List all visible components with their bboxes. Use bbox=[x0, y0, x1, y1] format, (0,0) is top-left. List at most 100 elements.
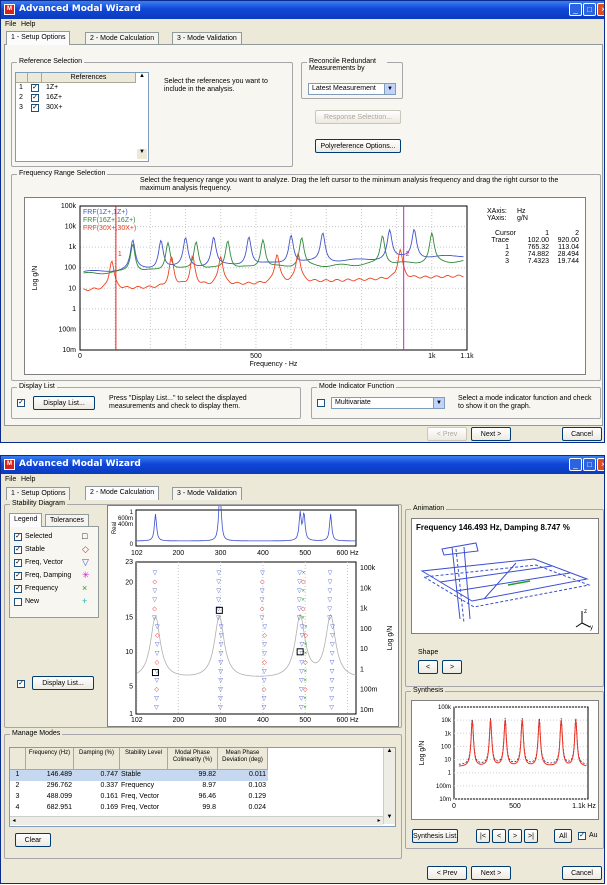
modes-table[interactable]: Frequency (Hz) Damping (%) Stability Level… bbox=[9, 747, 396, 827]
table-column-header[interactable]: Stability Level bbox=[120, 748, 168, 770]
grid-scroll-up-icon[interactable]: ▲ bbox=[139, 73, 145, 79]
polyreference-options-button[interactable]: Polyreference Options... bbox=[315, 139, 401, 153]
ref-row-name[interactable]: 16Z+ bbox=[46, 94, 63, 101]
stability-marker: × bbox=[301, 615, 305, 621]
close-icon[interactable]: × bbox=[597, 458, 604, 471]
subtab-legend[interactable]: Legend bbox=[9, 513, 43, 527]
synthesis-last-button[interactable]: >| bbox=[524, 829, 538, 843]
synthesis-prev-button[interactable]: < bbox=[492, 829, 506, 843]
display-list-button[interactable]: Display List... bbox=[33, 396, 95, 410]
stability-y-tick-label: 10 bbox=[125, 649, 133, 656]
synthesis-next-button[interactable]: > bbox=[508, 829, 522, 843]
stability-marker: ▽ bbox=[300, 624, 305, 630]
scroll-left-icon[interactable]: ◂ bbox=[12, 818, 16, 824]
menu-file[interactable]: File bbox=[5, 21, 17, 28]
tab-mode-validation[interactable]: 3 - Mode Validation bbox=[172, 487, 242, 500]
table-row[interactable]: 3 488.099 0.161 Freq, Vector 96.46 0.129 bbox=[10, 792, 268, 803]
references-grid[interactable]: References ▲ ▼ 1 ✓ 1Z+ 2 ✓ 16Z+ 3 ✓ 30X+ bbox=[15, 72, 149, 162]
table-cell-num: 3 bbox=[15, 793, 20, 800]
reconcile-dropdown[interactable]: Latest Measurement ▼ bbox=[308, 83, 396, 95]
minimize-icon[interactable]: _ bbox=[569, 458, 582, 471]
table-row[interactable]: 4 682.951 0.169 Freq, Vector 99.8 0.024 bbox=[10, 803, 268, 814]
table-column-header[interactable]: Damping (%) bbox=[74, 748, 120, 770]
stability-marker: ▽ bbox=[155, 651, 160, 657]
synthesis-chart[interactable]: 100k 10k 1k 100 10 1 100m 10m Log g/N 0 500 1.1k Hz bbox=[412, 701, 598, 819]
tab-setup-options[interactable]: 1 - Setup Options bbox=[6, 31, 71, 45]
ref-row-checkbox[interactable]: ✓ bbox=[31, 84, 39, 92]
next-button[interactable]: Next > bbox=[471, 866, 511, 880]
stability-plot-area[interactable]: 1 600m 400m 0 Real 102 200 300 400 500 600 Hz 23 20 1… bbox=[107, 505, 399, 727]
prev-button[interactable]: < Prev bbox=[427, 866, 467, 880]
x-tick-label: 0 bbox=[78, 353, 82, 360]
scroll-down-icon[interactable]: ▼ bbox=[386, 814, 393, 820]
ref-row-checkbox[interactable]: ✓ bbox=[31, 94, 39, 102]
synthesis-plot-area[interactable]: 100k 10k 1k 100 10 1 100m 10m Log g/N 0 500 1.1k Hz bbox=[411, 700, 599, 820]
legend-checkbox[interactable]: ✓ bbox=[14, 546, 22, 554]
response-selection-button[interactable]: Response Selection... bbox=[315, 110, 401, 124]
menu-help[interactable]: Help bbox=[21, 21, 36, 28]
cancel-button[interactable]: Cancel bbox=[562, 427, 602, 441]
shape-prev-button[interactable]: < bbox=[418, 660, 438, 674]
ref-row-name[interactable]: 30X+ bbox=[46, 104, 63, 111]
stability-display-list-checkbox[interactable]: ✓ bbox=[17, 680, 25, 688]
legend-symbol-icon: ▽ bbox=[82, 557, 89, 567]
table-column-header[interactable]: Modal Phase Colinearity (%) bbox=[168, 748, 218, 770]
menu-help[interactable]: Help bbox=[21, 476, 36, 483]
axis-triad-icon bbox=[575, 611, 591, 628]
table-cell-num: 4 bbox=[15, 804, 20, 811]
prev-button[interactable]: < Prev bbox=[427, 427, 467, 441]
stability-x-tick-label: 200 bbox=[172, 717, 184, 724]
minimize-icon[interactable]: _ bbox=[569, 3, 582, 16]
tab-mode-calculation[interactable]: 2 - Mode Calculation bbox=[85, 32, 160, 45]
display-list-checkbox[interactable]: ✓ bbox=[17, 399, 25, 407]
tab-mode-validation[interactable]: 3 - Mode Validation bbox=[172, 32, 242, 45]
synthesis-list-button[interactable]: Synthesis List... bbox=[412, 829, 458, 843]
clear-button[interactable]: Clear bbox=[15, 833, 51, 847]
subtab-tolerances[interactable]: Tolerances bbox=[45, 514, 89, 527]
table-row[interactable]: 2 296.762 0.337 Frequency 8.97 0.103 bbox=[10, 781, 268, 792]
y-tick-label: 10 bbox=[68, 285, 76, 292]
synthesis-all-button[interactable]: All bbox=[554, 829, 572, 843]
maximize-icon[interactable]: □ bbox=[583, 458, 596, 471]
grid-scroll-down-icon[interactable]: ▼ bbox=[137, 149, 147, 159]
scroll-right-icon[interactable]: ▸ bbox=[377, 818, 381, 824]
shape-next-button[interactable]: > bbox=[442, 660, 462, 674]
stability-right-tick-label: 10k bbox=[360, 585, 372, 592]
title-bar[interactable]: M Advanced Modal Wizard _ □ × bbox=[1, 456, 604, 474]
close-icon[interactable]: × bbox=[597, 3, 604, 16]
wing-deformed bbox=[422, 564, 591, 608]
table-column-header[interactable]: Mean Phase Deviation (deg) bbox=[218, 748, 268, 770]
ref-row-name[interactable]: 1Z+ bbox=[46, 84, 59, 91]
frf-plot-area[interactable]: 100k 10k 1k 100 10 1 100m 10m 0 500 1k 1.1k Frequenc… bbox=[24, 197, 586, 375]
mode-indicator-checkbox[interactable] bbox=[317, 399, 325, 407]
chevron-down-icon[interactable]: ▼ bbox=[384, 84, 395, 94]
stability-display-list-button[interactable]: Display List... bbox=[32, 676, 94, 690]
table-scrollbar[interactable]: ▲ ▼ bbox=[383, 748, 395, 824]
mode-indicator-dropdown[interactable]: Multivariate ▼ bbox=[331, 397, 445, 409]
title-bar[interactable]: M Advanced Modal Wizard _ □ × bbox=[1, 1, 604, 19]
synthesis-first-button[interactable]: |< bbox=[476, 829, 490, 843]
next-button[interactable]: Next > bbox=[471, 427, 511, 441]
legend-checkbox[interactable] bbox=[14, 598, 22, 606]
table-row[interactable]: 1 146.489 0.747 Stable 99.82 0.011 bbox=[10, 770, 268, 781]
tab-setup-options[interactable]: 1 - Setup Options bbox=[6, 487, 71, 500]
maximize-icon[interactable]: □ bbox=[583, 3, 596, 16]
cursor-row-label: 1 bbox=[505, 244, 509, 251]
synthesis-auto-checkbox[interactable]: ✓ bbox=[578, 832, 586, 840]
frequency-range-group: Frequency Range Selection Select the fre… bbox=[11, 170, 601, 381]
tab-mode-calculation[interactable]: 2 - Mode Calculation bbox=[85, 486, 160, 500]
menu-file[interactable]: File bbox=[5, 476, 17, 483]
legend-checkbox[interactable]: ✓ bbox=[14, 533, 22, 541]
legend-checkbox[interactable]: ✓ bbox=[14, 572, 22, 580]
cancel-button[interactable]: Cancel bbox=[562, 866, 602, 880]
ref-row-checkbox[interactable]: ✓ bbox=[31, 104, 39, 112]
legend-checkbox[interactable]: ✓ bbox=[14, 559, 22, 567]
scroll-up-icon[interactable]: ▲ bbox=[386, 748, 393, 754]
table-column-header[interactable]: Frequency (Hz) bbox=[26, 748, 74, 770]
legend-checkbox[interactable]: ✓ bbox=[14, 585, 22, 593]
table-hscrollbar[interactable]: ◂ ▸ bbox=[10, 816, 383, 825]
chevron-down-icon[interactable]: ▼ bbox=[433, 398, 444, 408]
